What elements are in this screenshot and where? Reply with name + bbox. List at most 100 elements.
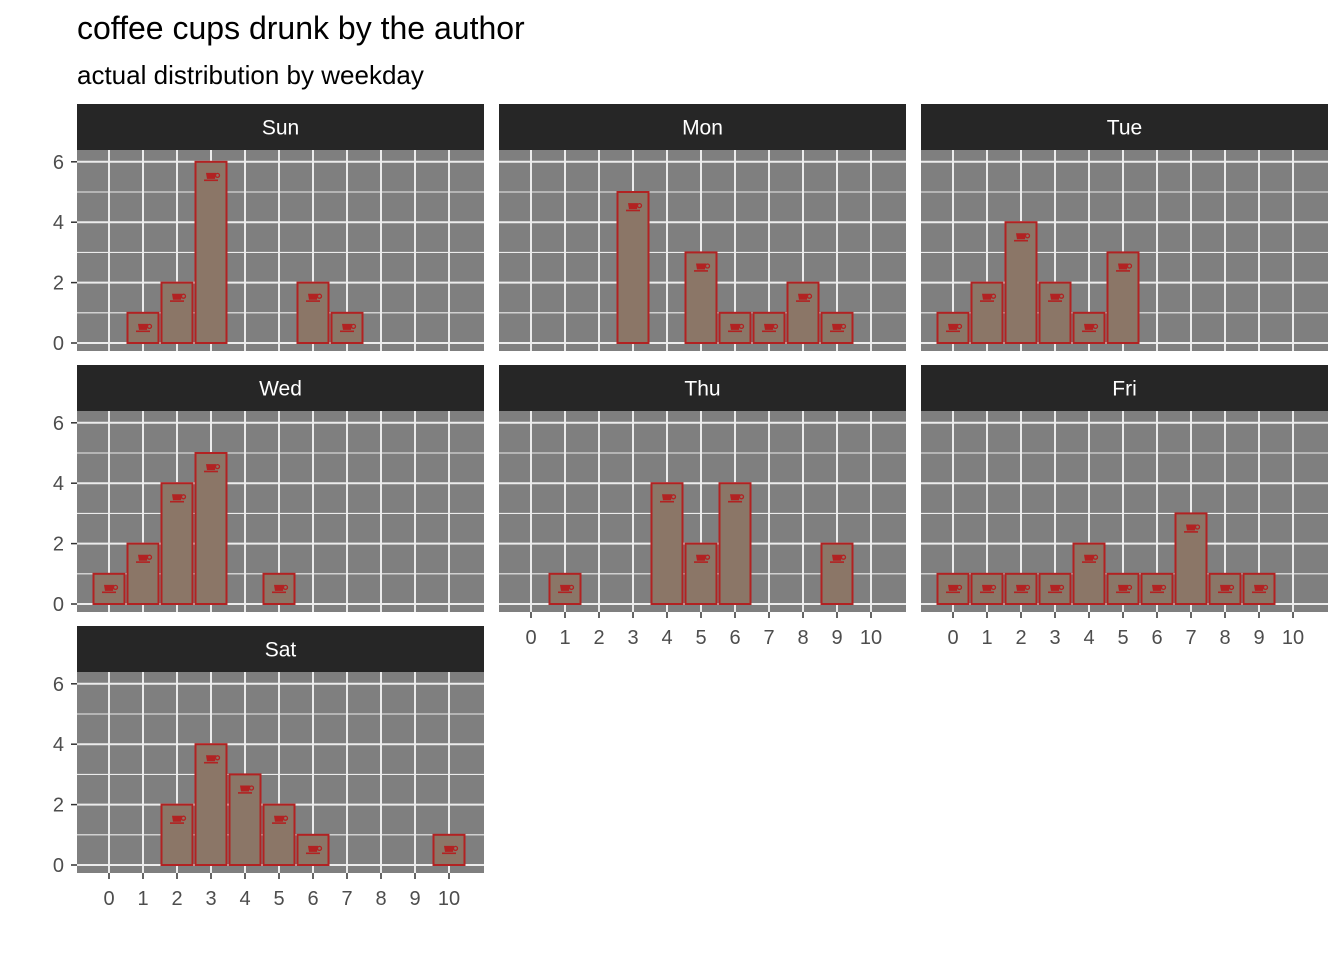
bar-fri-5 — [1106, 572, 1140, 605]
bar-tue-2 — [1004, 221, 1038, 344]
strip-background — [921, 104, 1328, 150]
coffee-cup-icon — [272, 584, 289, 594]
coffee-cup-icon — [980, 584, 997, 594]
x-tick-label: 5 — [273, 888, 284, 910]
coffee-cup-icon — [442, 845, 459, 855]
y-tick-label: 2 — [53, 795, 64, 817]
x-tick-label: 6 — [1151, 627, 1162, 649]
coffee-cup-icon — [1014, 584, 1031, 594]
coffee-cup-icon — [306, 845, 323, 855]
x-tick-label: 7 — [763, 627, 774, 649]
coffee-cup-icon — [626, 202, 643, 212]
bar-fri-4 — [1072, 542, 1106, 605]
coffee-cup-icon — [170, 494, 187, 503]
facet-sun: Sun 0 2 4 6 — [53, 104, 484, 355]
coffee-cup-icon — [1116, 263, 1133, 272]
chart-title: coffee cups drunk by the author — [77, 10, 525, 46]
bar-sun-2 — [160, 281, 194, 345]
x-tick-label: 2 — [1015, 627, 1026, 649]
strip-background — [77, 104, 484, 150]
bar-thu-6 — [718, 482, 752, 606]
y-tick-label: 0 — [53, 855, 64, 877]
coffee-cup-icon — [136, 554, 153, 563]
x-tick-label: 0 — [103, 888, 114, 910]
y-tick-label: 4 — [53, 473, 64, 495]
x-tick-label: 6 — [307, 888, 318, 910]
x-tick-label: 2 — [171, 888, 182, 910]
coffee-cup-icon — [238, 785, 255, 794]
coffee-cup-icon — [340, 323, 357, 333]
strip-label: Thu — [684, 378, 720, 401]
x-tick-label: 4 — [1083, 627, 1094, 649]
coffee-cup-icon — [204, 172, 221, 182]
x-tick-label: 5 — [695, 627, 706, 649]
coffee-cup-icon — [1082, 323, 1099, 333]
bar-sat-3 — [194, 743, 228, 867]
x-tick-label: 10 — [1282, 627, 1304, 649]
bar-sat-2 — [160, 803, 194, 866]
strip-background — [77, 626, 484, 672]
bar-thu-4 — [650, 482, 684, 606]
x-tick-label: 1 — [981, 627, 992, 649]
facet-sat: Sat 0 2 4 6 0 1 2 3 4 5 6 7 8 9 10 — [53, 626, 484, 910]
coffee-cup-icon — [1218, 584, 1235, 594]
bar-mon-3 — [616, 191, 650, 344]
x-tick-label: 0 — [947, 627, 958, 649]
coffee-cup-icon — [136, 323, 153, 333]
bar-sat-5 — [262, 803, 296, 866]
x-tick-label: 9 — [831, 627, 842, 649]
bar-sat-6 — [296, 833, 330, 866]
x-tick-label: 10 — [860, 627, 882, 649]
coffee-cup-icon — [728, 494, 745, 503]
x-tick-label: 6 — [729, 627, 740, 649]
strip-background — [77, 365, 484, 411]
coffee-cup-icon — [306, 293, 323, 302]
coffee-cup-icon — [1048, 584, 1065, 594]
strip-label: Sun — [262, 117, 299, 140]
coffee-cup-icon — [946, 584, 963, 594]
strip-background — [921, 365, 1328, 411]
bar-tue-1 — [970, 281, 1004, 345]
y-tick-label: 6 — [53, 674, 64, 696]
y-tick-label: 4 — [53, 734, 64, 756]
y-tick-label: 2 — [53, 534, 64, 556]
bar-sun-6 — [296, 281, 330, 345]
coffee-cup-icon — [204, 755, 221, 764]
bar-sun-3 — [194, 160, 228, 344]
x-tick-label: 3 — [1049, 627, 1060, 649]
facet-wed: Wed 0 2 4 6 — [53, 365, 484, 616]
facet-fri: Fri 0 1 2 3 4 5 6 7 8 9 10 — [921, 365, 1328, 649]
coffee-cup-icon — [1116, 584, 1133, 594]
coffee-cup-icon — [1082, 554, 1099, 563]
coffee-cup-icon — [1184, 524, 1201, 533]
bar-mon-5 — [684, 251, 718, 344]
strip-background — [499, 104, 906, 150]
strip-label: Mon — [682, 117, 723, 140]
coffee-cup-icon — [272, 815, 289, 824]
coffee-cup-icon — [558, 584, 575, 594]
strip-label: Wed — [259, 378, 302, 401]
coffee-cup-icon — [762, 323, 779, 333]
x-tick-label: 1 — [137, 888, 148, 910]
strip-label: Tue — [1107, 117, 1142, 140]
coffee-cup-icon — [1048, 293, 1065, 302]
x-tick-label: 1 — [559, 627, 570, 649]
coffee-cup-icon — [728, 323, 745, 333]
coffee-cup-icon — [694, 554, 711, 563]
x-tick-label: 4 — [661, 627, 672, 649]
bar-mon-8 — [786, 281, 820, 345]
coffee-cup-icon — [796, 293, 813, 302]
y-tick-label: 6 — [53, 152, 64, 174]
coffee-cup-icon — [946, 323, 963, 333]
chart-subtitle: actual distribution by weekday — [77, 60, 424, 90]
coffee-cup-icon — [830, 323, 847, 333]
coffee-cup-icon — [830, 554, 847, 563]
x-tick-label: 0 — [525, 627, 536, 649]
x-tick-label: 8 — [797, 627, 808, 649]
strip-background — [499, 365, 906, 411]
y-tick-label: 2 — [53, 273, 64, 295]
bar-thu-9 — [820, 542, 854, 605]
x-tick-label: 7 — [1185, 627, 1196, 649]
coffee-cup-icon — [980, 293, 997, 302]
